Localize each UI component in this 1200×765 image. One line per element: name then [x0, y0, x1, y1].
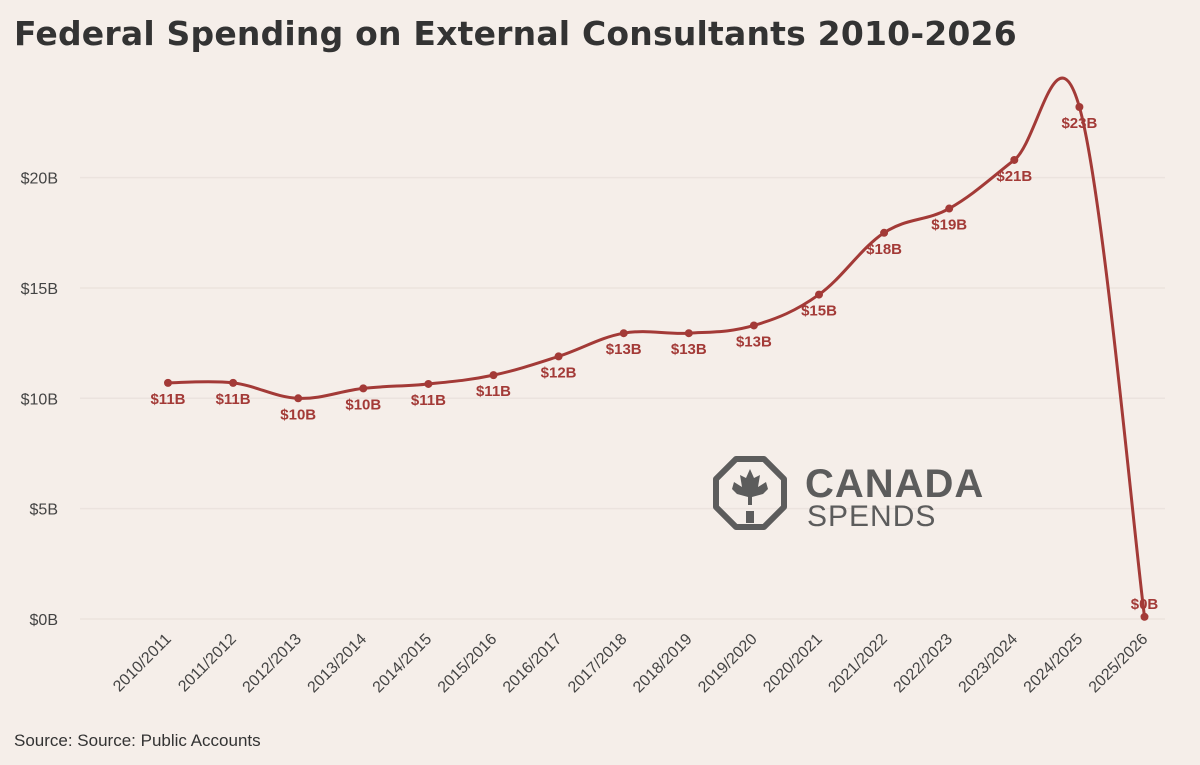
- data-point: [489, 371, 498, 380]
- data-labels: $11B $11B $10B $10B $11B $11B $12B $13B $13B $13B…: [150, 115, 1158, 613]
- x-tick-label: 2020/2021: [760, 631, 826, 697]
- x-tick-label: 2022/2023: [891, 631, 957, 697]
- y-tick-label: $20B: [21, 171, 58, 188]
- gridlines: [80, 176, 1165, 620]
- y-axis-ticks: $0B $5B $10B $15B $20B: [21, 171, 58, 629]
- data-label: $21B: [996, 168, 1032, 185]
- data-point: [619, 329, 628, 338]
- data-point: [294, 394, 303, 403]
- x-tick-label: 2019/2020: [695, 631, 761, 697]
- data-label: $13B: [671, 341, 707, 358]
- x-tick-label: 2010/2011: [110, 631, 175, 696]
- data-label: $19B: [931, 217, 967, 234]
- y-tick-label: $15B: [21, 281, 58, 298]
- data-point: [749, 321, 758, 330]
- data-label: $10B: [345, 396, 381, 413]
- data-point: [684, 329, 693, 338]
- maple-leaf-icon: [732, 469, 768, 505]
- data-point: [1140, 612, 1149, 621]
- y-tick-label: $0B: [30, 612, 58, 629]
- x-tick-label: 2016/2017: [500, 631, 566, 697]
- x-tick-label: 2023/2024: [956, 631, 1022, 697]
- x-tick-label: 2013/2014: [305, 631, 371, 697]
- y-tick-label: $10B: [21, 391, 58, 408]
- data-label: $11B: [411, 392, 446, 409]
- data-point: [424, 379, 433, 388]
- logo-octagon-icon: [713, 456, 787, 530]
- logo-text-spends: SPENDS: [807, 500, 936, 533]
- data-point: [229, 378, 238, 387]
- data-label: $0B: [1131, 596, 1159, 613]
- x-tick-label: 2018/2019: [630, 631, 696, 697]
- data-label: $11B: [476, 383, 511, 400]
- data-label: $18B: [866, 241, 902, 258]
- y-tick-label: $5B: [30, 502, 58, 519]
- data-label: $13B: [736, 333, 772, 350]
- data-point: [359, 384, 368, 393]
- series-line: [166, 76, 1146, 619]
- data-point: [880, 228, 889, 237]
- x-tick-label: 2025/2026: [1086, 631, 1152, 697]
- x-tick-label: 2017/2018: [565, 631, 631, 697]
- data-point: [815, 290, 823, 299]
- x-tick-label: 2015/2016: [435, 631, 501, 697]
- data-points: [164, 103, 1149, 621]
- x-tick-label: 2012/2013: [240, 631, 306, 697]
- maple-leaf-stem-icon: [746, 511, 754, 523]
- data-point: [1010, 155, 1019, 164]
- data-label: $15B: [801, 303, 837, 320]
- data-label: $10B: [280, 406, 316, 423]
- data-point: [164, 378, 172, 387]
- data-label: $11B: [216, 391, 251, 408]
- x-tick-label: 2014/2015: [370, 631, 436, 697]
- canada-spends-logo: CANADA SPENDS: [713, 456, 984, 533]
- data-point: [554, 352, 563, 361]
- data-label: $11B: [150, 391, 185, 408]
- x-axis-ticks: 2010/2011 2011/2012 2012/2013 2013/2014 2014…: [110, 631, 1151, 697]
- data-label: $12B: [541, 364, 577, 381]
- data-point: [1075, 103, 1084, 111]
- data-point: [945, 204, 954, 213]
- x-tick-label: 2021/2022: [825, 631, 891, 697]
- x-tick-label: 2024/2025: [1021, 631, 1087, 697]
- chart-title: Federal Spending on External Consultants…: [14, 14, 1017, 53]
- logo-text-canada: CANADA: [805, 462, 984, 506]
- data-label: $13B: [606, 341, 642, 358]
- data-label: $23B: [1061, 115, 1097, 132]
- x-tick-label: 2011/2012: [175, 631, 240, 696]
- source-note: Source: Source: Public Accounts: [14, 731, 261, 750]
